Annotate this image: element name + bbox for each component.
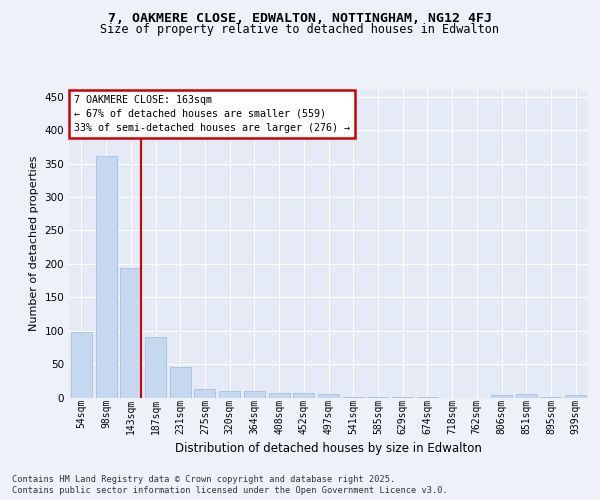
Text: Size of property relative to detached houses in Edwalton: Size of property relative to detached ho… bbox=[101, 24, 499, 36]
Bar bbox=[541, 397, 562, 398]
Text: 7, OAKMERE CLOSE, EDWALTON, NOTTINGHAM, NG12 4FJ: 7, OAKMERE CLOSE, EDWALTON, NOTTINGHAM, … bbox=[108, 12, 492, 26]
Bar bbox=[194, 390, 215, 398]
Text: Contains HM Land Registry data © Crown copyright and database right 2025.: Contains HM Land Registry data © Crown c… bbox=[12, 475, 395, 484]
Bar bbox=[269, 393, 290, 398]
Bar bbox=[145, 336, 166, 398]
Bar bbox=[516, 394, 537, 398]
Bar bbox=[343, 397, 364, 398]
Y-axis label: Number of detached properties: Number of detached properties bbox=[29, 156, 39, 332]
Bar bbox=[565, 396, 586, 398]
Bar bbox=[219, 392, 240, 398]
Bar bbox=[293, 394, 314, 398]
Bar bbox=[170, 367, 191, 398]
Bar bbox=[71, 332, 92, 398]
Text: 7 OAKMERE CLOSE: 163sqm
← 67% of detached houses are smaller (559)
33% of semi-d: 7 OAKMERE CLOSE: 163sqm ← 67% of detache… bbox=[74, 94, 350, 132]
Bar bbox=[392, 397, 413, 398]
Bar bbox=[318, 394, 339, 398]
Bar bbox=[244, 391, 265, 398]
Text: Contains public sector information licensed under the Open Government Licence v3: Contains public sector information licen… bbox=[12, 486, 448, 495]
Bar bbox=[367, 397, 388, 398]
Bar bbox=[95, 156, 116, 398]
Bar bbox=[491, 395, 512, 398]
Bar bbox=[417, 397, 438, 398]
Bar bbox=[120, 268, 141, 398]
X-axis label: Distribution of detached houses by size in Edwalton: Distribution of detached houses by size … bbox=[175, 442, 482, 456]
